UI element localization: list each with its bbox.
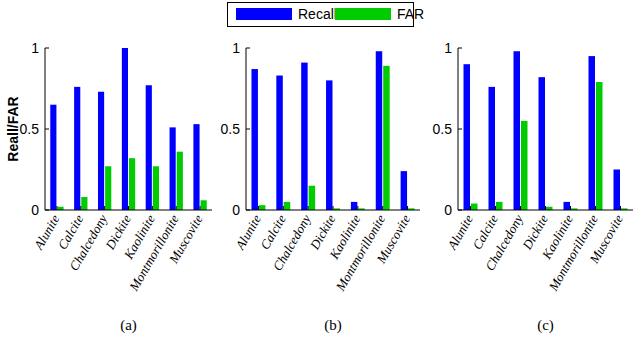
y-tick	[458, 48, 462, 49]
bar	[81, 197, 87, 210]
bar	[153, 166, 159, 210]
x-tick	[128, 206, 129, 210]
legend-swatch	[335, 8, 391, 20]
y-tick-label: 0	[31, 202, 39, 218]
x-tick	[570, 206, 571, 210]
bar	[74, 87, 80, 210]
bar	[376, 51, 382, 210]
legend-box	[228, 3, 414, 27]
x-tick	[470, 206, 471, 210]
x-tick	[283, 206, 284, 210]
bar	[201, 200, 207, 210]
x-tick	[545, 206, 546, 210]
y-tick	[45, 48, 49, 49]
bar	[514, 51, 521, 210]
y-tick	[45, 129, 49, 130]
bar	[301, 63, 307, 210]
bar	[309, 186, 315, 210]
bar	[170, 127, 176, 210]
category-label: Muscovite	[586, 212, 626, 267]
y-tick-label: 0.5	[20, 121, 40, 137]
y-tick-label: 1	[232, 40, 240, 56]
x-tick	[56, 206, 57, 210]
subplot: 00.51AluniteCalciteChalcedonyDickiteKaol…	[433, 40, 633, 334]
legend-label: FAR	[397, 6, 424, 22]
bar	[464, 64, 471, 210]
x-label: (c)	[537, 317, 554, 334]
bar	[589, 56, 596, 210]
y-tick	[246, 48, 250, 49]
legend-swatch	[236, 8, 292, 20]
category-label: Muscovite	[373, 212, 413, 267]
x-tick	[333, 206, 334, 210]
bar	[471, 204, 478, 210]
bars	[464, 51, 628, 210]
bar	[564, 202, 571, 210]
y-tick-label: 1	[444, 40, 452, 56]
y-tick	[45, 210, 49, 211]
x-tick	[407, 206, 408, 210]
category-label: Muscovite	[165, 212, 205, 267]
bar	[521, 121, 528, 210]
bar	[276, 76, 282, 210]
bar	[351, 202, 357, 210]
bar	[193, 124, 199, 210]
bar	[177, 152, 183, 210]
bar	[539, 77, 546, 210]
bars	[251, 51, 414, 210]
bar	[105, 166, 111, 210]
x-tick	[382, 206, 383, 210]
bar	[122, 48, 128, 210]
x-tick	[80, 206, 81, 210]
x-tick	[176, 206, 177, 210]
bar	[259, 205, 265, 210]
bar	[98, 92, 104, 210]
x-tick	[308, 206, 309, 210]
bar	[284, 202, 290, 210]
x-label: (a)	[120, 317, 137, 334]
x-tick	[520, 206, 521, 210]
figure: 00.51AluniteCalciteChalcedonyDickiteKaol…	[0, 0, 640, 345]
y-tick-label: 0.5	[221, 121, 241, 137]
x-tick	[152, 206, 153, 210]
subplot: 00.51AluniteCalciteChalcedonyDickiteKaol…	[221, 40, 420, 334]
x-tick	[357, 206, 358, 210]
bar	[401, 171, 407, 210]
y-tick-label: 0	[444, 202, 452, 218]
bar	[496, 202, 503, 210]
bars	[50, 48, 206, 210]
x-tick	[200, 206, 201, 210]
x-tick	[258, 206, 259, 210]
y-tick-label: 0	[232, 202, 240, 218]
y-tick	[458, 210, 462, 211]
bar	[614, 170, 621, 211]
y-label: Reall/FAR	[5, 96, 21, 161]
bar	[251, 69, 257, 210]
bar	[326, 80, 332, 210]
bar	[146, 85, 152, 210]
x-tick	[595, 206, 596, 210]
x-tick	[104, 206, 105, 210]
y-tick-label: 1	[31, 40, 39, 56]
bar	[596, 82, 603, 210]
bar	[383, 66, 389, 210]
x-tick	[620, 206, 621, 210]
y-tick	[246, 129, 250, 130]
y-tick	[458, 129, 462, 130]
x-tick	[495, 206, 496, 210]
legend-label: Recall	[298, 6, 337, 22]
subplot: 00.51AluniteCalciteChalcedonyDickiteKaol…	[5, 40, 212, 334]
y-tick	[246, 210, 250, 211]
bar	[129, 158, 135, 210]
bar	[489, 87, 496, 210]
bar	[50, 105, 56, 210]
legend: Recall FAR	[228, 3, 425, 27]
x-label: (b)	[324, 317, 342, 334]
y-tick-label: 0.5	[433, 121, 453, 137]
